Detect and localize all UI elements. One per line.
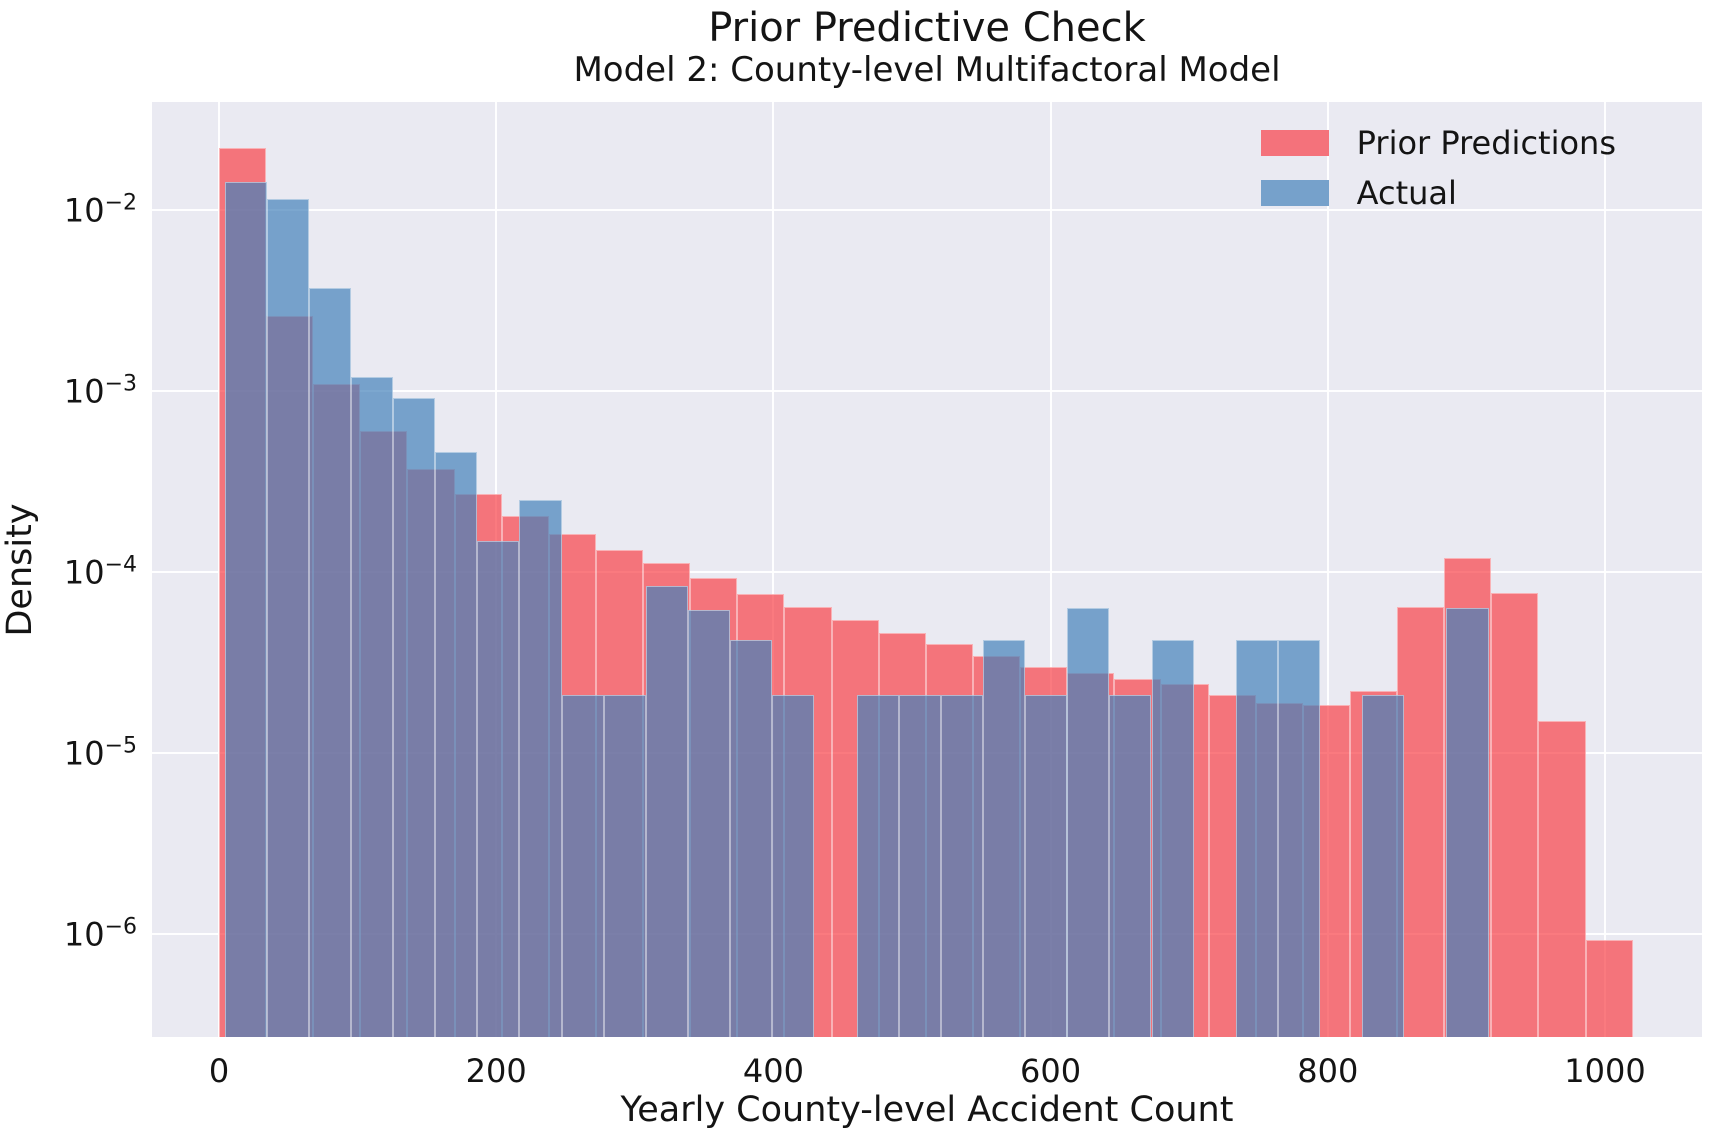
actual-bar [350,376,394,1037]
x-tick-label: 400 [742,1052,804,1090]
y-tick-label: 10−2 [63,190,137,230]
y-tick-label: 10−6 [63,914,137,954]
actual-swatch [1260,180,1329,206]
actual-bar [477,541,520,1037]
actual-bar [940,694,983,1037]
actual-bar [1151,640,1194,1037]
actual-bar [1446,608,1489,1037]
prior-predictions-bar [1538,721,1586,1037]
legend-label-prior: Prior Predictions [1356,124,1616,162]
legend-row-prior: Prior Predictions [1260,124,1616,162]
x-tick-label: 200 [465,1052,527,1090]
actual-bar [603,694,646,1037]
prior-predictions-bar [1397,607,1445,1037]
x-tick-label: 0 [208,1052,230,1090]
actual-bar [266,199,309,1037]
x-tick-label: 600 [1020,1052,1082,1090]
actual-bar [898,694,941,1037]
actual-bar [1362,694,1405,1037]
actual-bar [982,640,1026,1037]
actual-bar [561,694,604,1037]
gridline-vertical [1049,102,1052,1037]
x-axis-label: Yearly County-level Accident Count [620,1090,1234,1130]
actual-bar [772,694,815,1037]
gridline-horizontal [152,390,1702,392]
prior-predictions-bar [1585,939,1633,1037]
actual-bar [688,609,731,1037]
actual-bar [224,181,267,1037]
legend-label-actual: Actual [1356,174,1457,212]
chart-title: Prior Predictive Check [708,5,1146,51]
legend-row-actual: Actual [1260,174,1616,212]
actual-bar [1067,608,1110,1037]
prior-predictions-swatch [1260,130,1329,156]
actual-bar [519,499,562,1037]
gridline-vertical [1326,102,1329,1037]
actual-bar [730,640,773,1037]
actual-bar [435,452,478,1037]
actual-bar [645,585,688,1037]
gridline-vertical [772,102,775,1037]
actual-bar [1235,640,1278,1037]
x-tick-label: 1000 [1564,1052,1646,1090]
actual-bar [1277,640,1321,1037]
legend: Prior Predictions Actual [1260,124,1616,212]
gridline-horizontal [152,571,1702,573]
x-tick-label: 800 [1297,1052,1359,1090]
actual-bar [1109,694,1152,1037]
actual-bar [393,397,436,1037]
y-tick-label: 10−5 [63,733,137,773]
prior-predictions-bar [1491,592,1539,1037]
chart-subtitle: Model 2: County-level Multifactoral Mode… [573,50,1281,90]
actual-bar [1025,694,1068,1037]
gridline-vertical [1604,102,1606,1037]
actual-bar [308,288,351,1037]
gridline-horizontal [152,209,1702,211]
plot-area: Prior Predictions Actual [152,102,1702,1037]
y-tick-label: 10−4 [63,552,137,592]
y-axis-label: Density [0,503,40,637]
actual-bar [856,694,899,1037]
y-tick-label: 10−3 [63,371,137,411]
